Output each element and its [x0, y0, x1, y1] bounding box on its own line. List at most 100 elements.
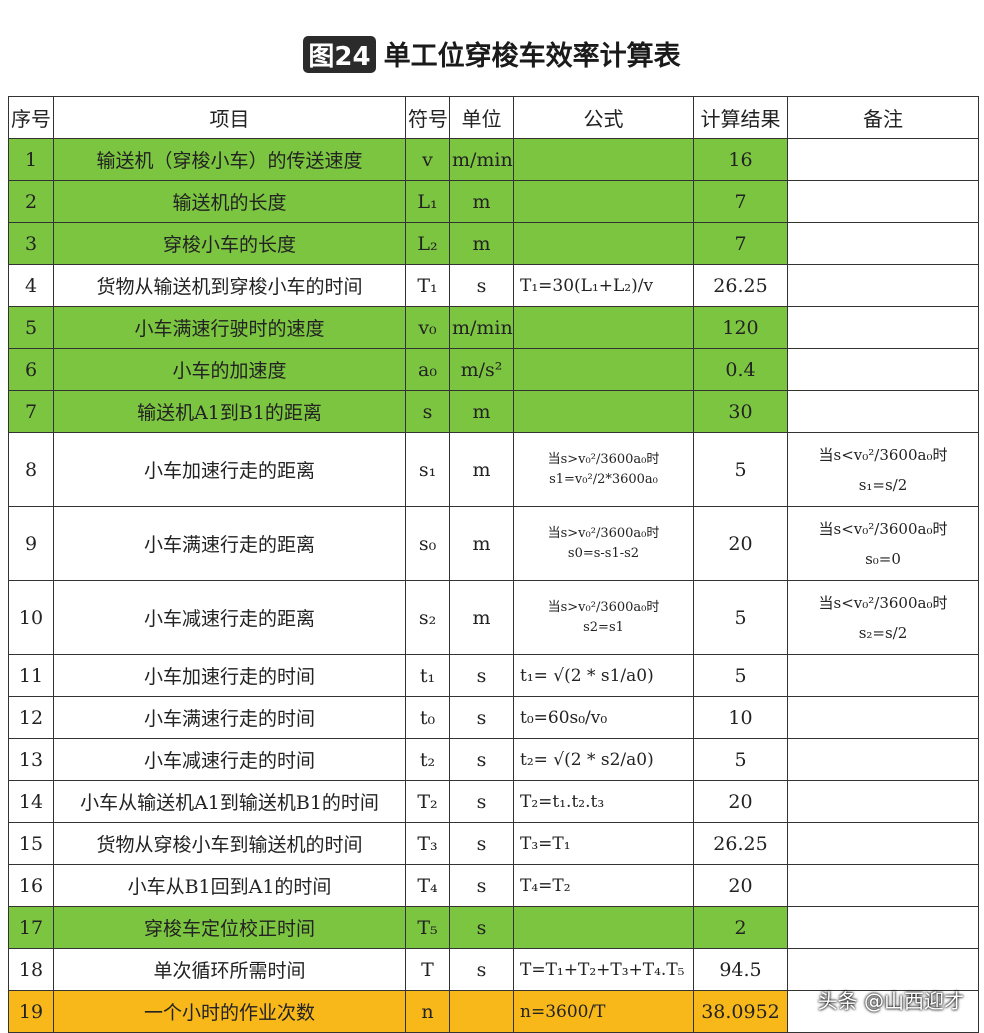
cell-result: 5 [693, 738, 788, 781]
cell-item: 穿梭小车的长度 [53, 222, 406, 265]
cell-unit: s [449, 948, 514, 991]
table-row: 2 输送机的长度 L₁ m 7 [8, 180, 979, 223]
table-row: 3 穿梭小车的长度 L₂ m 7 [8, 222, 979, 265]
cell-unit: s [449, 822, 514, 865]
cell-no: 4 [8, 264, 54, 307]
cell-result: 94.5 [693, 948, 788, 991]
cell-item: 小车的加速度 [53, 348, 406, 391]
cell-no: 12 [8, 696, 54, 739]
cell-item: 小车减速行走的距离 [53, 580, 406, 655]
cell-item: 穿梭车定位校正时间 [53, 906, 406, 949]
cell-no: 7 [8, 390, 54, 433]
cell-no: 14 [8, 780, 54, 823]
cell-note [787, 654, 979, 697]
cell-formula: T₄=T₂ [513, 864, 694, 907]
cell-result: 120 [693, 306, 788, 349]
cell-note: 当s<v₀²/3600a₀时 s₀=0 [787, 506, 979, 581]
cell-note [787, 222, 979, 265]
cell-formula [513, 138, 694, 181]
note-line: s₀=0 [865, 549, 901, 568]
watermark: 头条 @山西迎才 [817, 989, 964, 1013]
cell-result: 0.4 [693, 348, 788, 391]
cell-formula: t₀=60s₀/v₀ [513, 696, 694, 739]
cell-unit: m [449, 222, 514, 265]
cell-no: 19 [8, 990, 54, 1033]
cell-no: 3 [8, 222, 54, 265]
cell-sym: s₁ [405, 432, 450, 507]
cell-no: 13 [8, 738, 54, 781]
table-row: 15 货物从穿梭小车到输送机的时间 T₃ s T₃=T₁ 26.25 [8, 822, 979, 865]
cell-sym: t₁ [405, 654, 450, 697]
cell-unit: m/min [449, 306, 514, 349]
cell-unit: s [449, 906, 514, 949]
cell-item: 小车加速行走的时间 [53, 654, 406, 697]
table-row: 17 穿梭车定位校正时间 T₅ s 2 [8, 906, 979, 949]
formula-line: 当s>v₀²/3600a₀时 [547, 451, 660, 467]
table-row: 19 一个小时的作业次数 n n=3600/T 38.0952 [8, 990, 979, 1033]
cell-note [787, 906, 979, 949]
cell-no: 18 [8, 948, 54, 991]
cell-formula [513, 306, 694, 349]
table-row: 11 小车加速行走的时间 t₁ s t₁= √(2 * s1/a0) 5 [8, 654, 979, 697]
cell-item: 输送机（穿梭小车）的传送速度 [53, 138, 406, 181]
formula-line: s2=s1 [583, 619, 624, 635]
note-line: s₂=s/2 [858, 623, 908, 642]
cell-note [787, 390, 979, 433]
cell-sym: t₀ [405, 696, 450, 739]
cell-note [787, 780, 979, 823]
cell-sym: s [405, 390, 450, 433]
table-row: 1 输送机（穿梭小车）的传送速度 v m/min 16 [8, 138, 979, 181]
cell-result: 30 [693, 390, 788, 433]
table-row: 6 小车的加速度 a₀ m/s² 0.4 [8, 348, 979, 391]
table-row: 8 小车加速行走的距离 s₁ m 当s>v₀²/3600a₀时 s1=v₀²/2*3600… [8, 432, 979, 507]
cell-note [787, 348, 979, 391]
cell-no: 8 [8, 432, 54, 507]
cell-item: 输送机的长度 [53, 180, 406, 223]
cell-result: 38.0952 [693, 990, 788, 1033]
table-row: 5 小车满速行驶时的速度 v₀ m/min 120 [8, 306, 979, 349]
cell-result: 26.25 [693, 264, 788, 307]
cell-formula: T₁=30(L₁+L₂)/v [513, 264, 694, 307]
cell-unit: m/s² [449, 348, 514, 391]
cell-sym: T₄ [405, 864, 450, 907]
cell-result: 7 [693, 222, 788, 265]
cell-note [787, 696, 979, 739]
cell-no: 1 [8, 138, 54, 181]
cell-unit: s [449, 738, 514, 781]
cell-unit: s [449, 264, 514, 307]
cell-unit [449, 990, 514, 1033]
header-row: 序号 项目 符号 单位 公式 计算结果 备注 [8, 96, 979, 139]
table-row: 9 小车满速行走的距离 s₀ m 当s>v₀²/3600a₀时 s0=s-s1-s2 20 当… [8, 506, 979, 581]
cell-no: 10 [8, 580, 54, 655]
cell-item: 小车从输送机A1到输送机B1的时间 [53, 780, 406, 823]
cell-formula [513, 390, 694, 433]
cell-unit: m/min [449, 138, 514, 181]
cell-item: 小车加速行走的距离 [53, 432, 406, 507]
cell-item: 小车从B1回到A1的时间 [53, 864, 406, 907]
column-header: 备注 [787, 96, 979, 139]
cell-result: 5 [693, 432, 788, 507]
cell-unit: m [449, 432, 514, 507]
cell-result: 10 [693, 696, 788, 739]
cell-no: 17 [8, 906, 54, 949]
cell-sym: v [405, 138, 450, 181]
cell-note [787, 264, 979, 307]
cell-note [787, 822, 979, 865]
formula-line: 当s>v₀²/3600a₀时 [547, 525, 660, 541]
figure-badge: 图24 [303, 36, 376, 73]
table-row: 12 小车满速行走的时间 t₀ s t₀=60s₀/v₀ 10 [8, 696, 979, 739]
cell-sym: T₃ [405, 822, 450, 865]
cell-item: 货物从穿梭小车到输送机的时间 [53, 822, 406, 865]
cell-formula [513, 180, 694, 223]
cell-note [787, 864, 979, 907]
formula-line: s1=v₀²/2*3600a₀ [549, 471, 658, 487]
cell-unit: m [449, 390, 514, 433]
cell-item: 小车满速行走的时间 [53, 696, 406, 739]
table-row: 14 小车从输送机A1到输送机B1的时间 T₂ s T₂=t₁.t₂.t₃ 20 [8, 780, 979, 823]
cell-formula [513, 906, 694, 949]
cell-formula: 当s>v₀²/3600a₀时 s2=s1 [513, 580, 694, 655]
table-row: 7 输送机A1到B1的距离 s m 30 [8, 390, 979, 433]
cell-formula: n=3600/T [513, 990, 694, 1033]
column-header: 序号 [8, 96, 54, 139]
